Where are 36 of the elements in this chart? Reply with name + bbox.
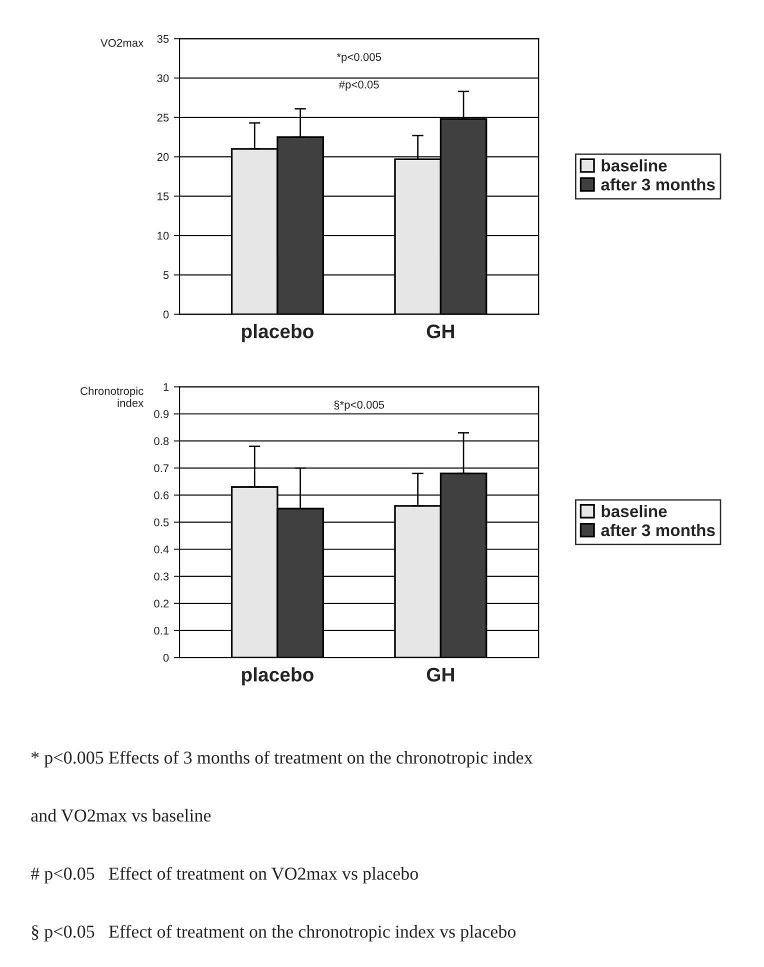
x-tick-label: placebo xyxy=(242,667,314,686)
annotation: *p<0.005 xyxy=(336,53,382,64)
text: # p<0.05 Effect of treatment on VO2max vs placebo xyxy=(30,866,418,884)
text: § p<0.05 Effect of treatment on the chronotropic index vs placebo xyxy=(32,924,516,942)
text: * p<0.005 Effects of 3 months of treatment on the chronotropic index xyxy=(31,750,533,768)
y-tick-label: 0.5 xyxy=(154,518,169,526)
y-tick-label: 15 xyxy=(158,192,169,200)
y-tick-label: 5 xyxy=(163,271,169,280)
y-tick-label: 0 xyxy=(163,310,169,318)
annotation: §*p<0.005 xyxy=(334,400,384,411)
y-tick-label: 0.3 xyxy=(154,572,169,580)
y-tick-label: 25 xyxy=(157,114,169,122)
y-tick-label: 0 xyxy=(163,654,169,662)
y-tick-label: 0.6 xyxy=(154,491,169,500)
y-tick-label: 0.4 xyxy=(154,546,169,554)
y-axis-title: VO2max xyxy=(100,38,144,47)
legend-label: after 3 months xyxy=(601,178,715,190)
y-tick-label: 0.7 xyxy=(154,464,169,472)
y-tick-label: 10 xyxy=(158,232,169,240)
y-tick-label: 1 xyxy=(164,383,169,391)
x-tick-label: GH xyxy=(426,668,454,682)
legend-label: baseline xyxy=(602,159,667,172)
legend-label: baseline xyxy=(602,504,667,518)
y-tick-label: 0.9 xyxy=(154,410,169,418)
legend-label: after 3 months xyxy=(601,524,715,536)
y-axis-title: Chronotropic index xyxy=(80,386,144,407)
y-tick-label: 35 xyxy=(157,34,169,43)
annotation: #p<0.05 xyxy=(338,80,379,91)
x-tick-label: placebo xyxy=(242,324,314,342)
y-tick-label: 0.1 xyxy=(154,626,169,635)
y-tick-label: 0.8 xyxy=(154,437,169,446)
y-tick-label: 30 xyxy=(157,74,169,82)
y-tick-label: 20 xyxy=(157,153,169,161)
text: and VO2max vs baseline xyxy=(31,808,211,822)
x-tick-label: GH xyxy=(426,324,454,338)
y-tick-label: 0.2 xyxy=(154,600,169,608)
